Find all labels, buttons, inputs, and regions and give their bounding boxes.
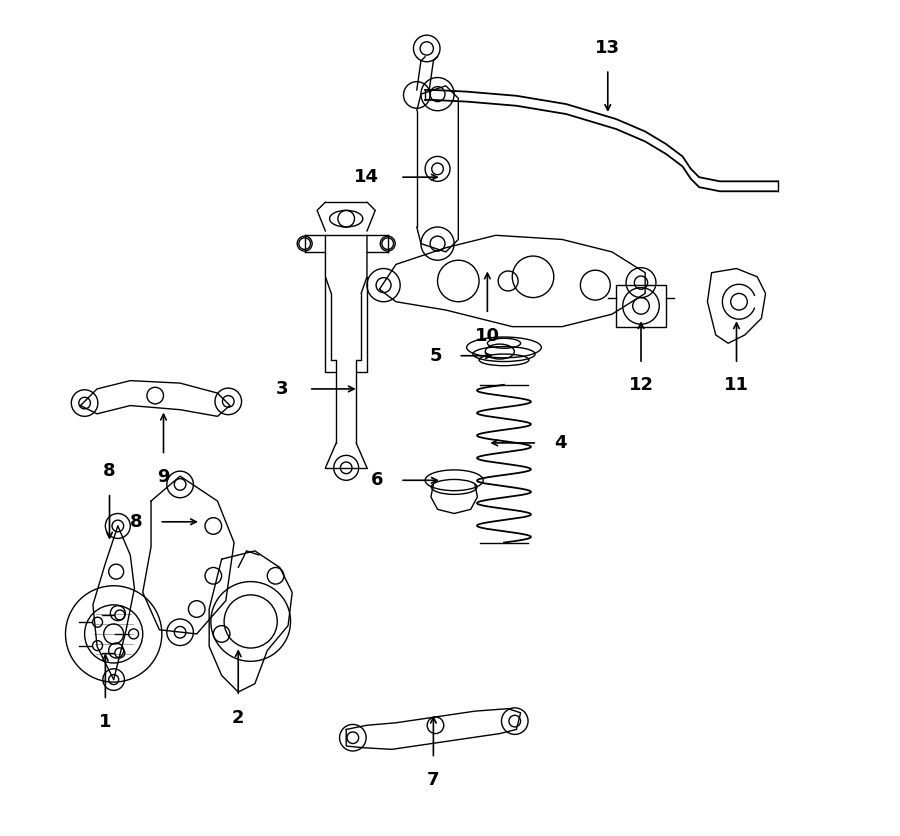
Text: 11: 11 [724,376,749,395]
Text: 7: 7 [428,771,439,789]
Text: 5: 5 [429,347,442,364]
Text: 2: 2 [232,709,245,726]
Text: 8: 8 [104,462,116,481]
Text: 4: 4 [554,434,566,452]
Text: 6: 6 [371,472,383,489]
Text: 8: 8 [130,512,143,531]
Text: 10: 10 [475,327,500,344]
Text: 3: 3 [275,380,288,398]
Text: 1: 1 [99,713,112,731]
Text: 12: 12 [628,376,653,395]
Text: 9: 9 [158,468,170,486]
Text: 13: 13 [595,38,620,57]
Text: 14: 14 [355,168,380,186]
